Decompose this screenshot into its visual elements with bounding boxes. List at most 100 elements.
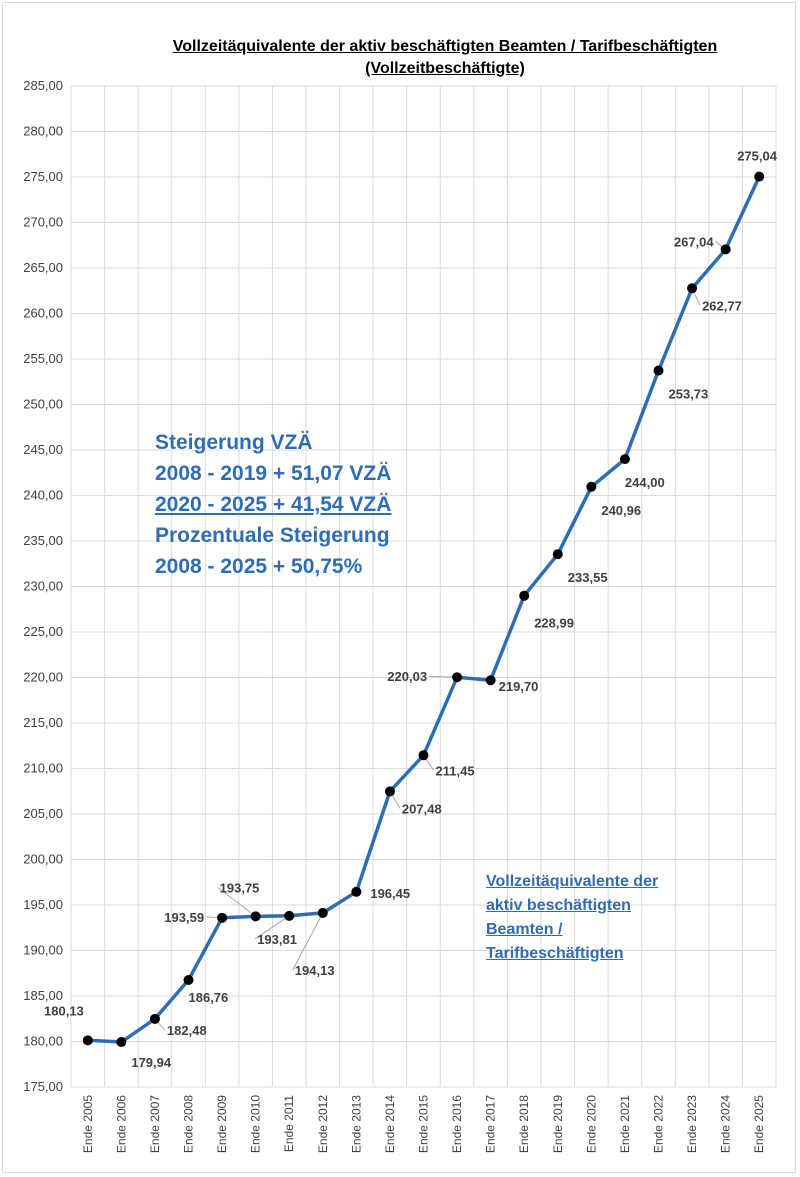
data-point <box>687 283 698 294</box>
x-tick-label: Ende 2009 <box>215 1095 229 1153</box>
annotation-line5: 2008 - 2025 + 50,75% <box>155 555 363 578</box>
data-label: 228,99 <box>534 616 574 631</box>
data-label: 186,76 <box>189 990 229 1005</box>
data-label: 182,48 <box>167 1023 207 1038</box>
data-label: 253,73 <box>669 387 709 402</box>
data-point <box>619 454 630 465</box>
x-axis-tick-labels: Ende 2005 Ende 2006 Ende 2007 Ende 2008 Ende… <box>81 1095 766 1153</box>
y-axis-tick-labels: 175,00 180,00 185,00 190,00 195,00 200,00 205,… <box>23 78 63 1094</box>
x-tick-label: Ende 2025 <box>752 1095 766 1153</box>
data-point <box>754 171 765 182</box>
data-point <box>720 244 731 255</box>
y-tick-label: 205,00 <box>23 806 63 821</box>
chart-title-line1: Vollzeitäquivalente der aktiv beschäftig… <box>172 38 718 55</box>
y-tick-label: 280,00 <box>23 124 63 139</box>
data-label: 179,94 <box>131 1055 172 1070</box>
data-point <box>82 1035 93 1046</box>
data-point <box>317 907 328 918</box>
annotation-line4: Prozentuale Steigerung <box>155 524 390 547</box>
data-point <box>384 786 395 797</box>
leader-line <box>292 912 324 971</box>
x-tick-label: Ende 2007 <box>148 1095 162 1153</box>
data-point <box>284 910 295 921</box>
y-tick-label: 285,00 <box>23 78 63 93</box>
x-tick-label: Ende 2011 <box>282 1095 296 1152</box>
x-tick-label: Ende 2014 <box>383 1095 397 1153</box>
y-tick-label: 260,00 <box>23 306 63 321</box>
data-label: 219,70 <box>499 679 539 694</box>
data-label: 244,00 <box>625 475 665 490</box>
y-tick-label: 270,00 <box>23 215 63 230</box>
y-tick-label: 180,00 <box>23 1034 63 1049</box>
data-label: 240,96 <box>601 503 641 518</box>
data-label: 233,55 <box>568 570 608 585</box>
data-point <box>452 672 463 683</box>
x-tick-label: Ende 2022 <box>652 1095 666 1153</box>
annotation-line1: Steigerung VZÄ <box>155 431 313 454</box>
x-tick-label: Ende 2010 <box>249 1095 263 1153</box>
y-tick-label: 235,00 <box>23 533 63 548</box>
x-tick-label: Ende 2020 <box>584 1095 598 1153</box>
data-point <box>485 675 496 686</box>
x-tick-label: Ende 2006 <box>114 1095 128 1153</box>
data-point <box>586 481 597 492</box>
data-label: 193,59 <box>164 910 204 925</box>
x-tick-label: Ende 2018 <box>517 1095 531 1153</box>
data-label: 180,13 <box>44 1003 84 1018</box>
data-point <box>116 1037 127 1048</box>
y-tick-label: 255,00 <box>23 351 63 366</box>
y-tick-label: 210,00 <box>23 761 63 776</box>
data-label: 220,03 <box>387 669 427 684</box>
growth-annotation: Steigerung VZÄ 2008 - 2019 + 51,07 VZÄ 2… <box>155 427 391 582</box>
y-tick-label: 225,00 <box>23 624 63 639</box>
legend-line4: Tarifbeschäftigten <box>486 945 624 962</box>
legend-line3: Beamten / <box>486 921 563 938</box>
data-point <box>351 886 362 897</box>
data-point <box>183 974 194 985</box>
y-tick-label: 175,00 <box>23 1079 63 1094</box>
y-tick-label: 195,00 <box>23 897 63 912</box>
y-tick-label: 215,00 <box>23 715 63 730</box>
y-tick-label: 190,00 <box>23 943 63 958</box>
legend-line1: Vollzeitäquivalente der <box>486 873 659 890</box>
grid-lines <box>70 85 777 1088</box>
data-label: 275,04 <box>737 149 778 164</box>
x-tick-label: Ende 2023 <box>685 1095 699 1153</box>
leader-line <box>254 915 290 940</box>
series-legend: Vollzeitäquivalente der aktiv beschäftig… <box>486 870 706 966</box>
label-leader-lines <box>154 241 726 1031</box>
data-point <box>653 365 664 376</box>
data-markers <box>82 171 765 1048</box>
x-tick-label: Ende 2012 <box>316 1095 330 1153</box>
x-tick-label: Ende 2015 <box>417 1095 431 1153</box>
annotation-line3: 2020 - 2025 + 41,54 VZÄ <box>155 493 392 516</box>
annotation-line2: 2008 - 2019 + 51,07 VZÄ <box>155 462 392 485</box>
x-tick-label: Ende 2008 <box>182 1095 196 1153</box>
data-label: 262,77 <box>702 298 742 313</box>
x-tick-label: Ende 2024 <box>719 1095 733 1153</box>
data-point <box>250 911 261 922</box>
y-tick-label: 230,00 <box>23 579 63 594</box>
legend-line2: aktiv beschäftigten <box>486 897 631 914</box>
x-tick-label: Ende 2005 <box>81 1095 95 1153</box>
y-tick-label: 275,00 <box>23 169 63 184</box>
data-point <box>552 549 563 560</box>
leader-line <box>217 886 256 917</box>
data-label: 207,48 <box>402 801 442 816</box>
y-tick-label: 185,00 <box>23 988 63 1003</box>
data-label: 193,81 <box>257 932 297 947</box>
data-point <box>519 590 530 601</box>
y-tick-label: 200,00 <box>23 852 63 867</box>
data-label: 211,45 <box>436 763 475 778</box>
y-tick-label: 250,00 <box>23 397 63 412</box>
data-label: 196,45 <box>370 886 410 901</box>
y-tick-label: 240,00 <box>23 488 63 503</box>
data-label: 194,13 <box>295 963 335 978</box>
data-label: 267,04 <box>674 234 715 249</box>
data-point <box>149 1013 160 1024</box>
chart-title-line2: (Vollzeitbeschäftigte) <box>365 60 525 77</box>
y-tick-label: 245,00 <box>23 442 63 457</box>
x-tick-label: Ende 2021 <box>618 1095 632 1153</box>
x-tick-label: Ende 2017 <box>484 1095 498 1153</box>
